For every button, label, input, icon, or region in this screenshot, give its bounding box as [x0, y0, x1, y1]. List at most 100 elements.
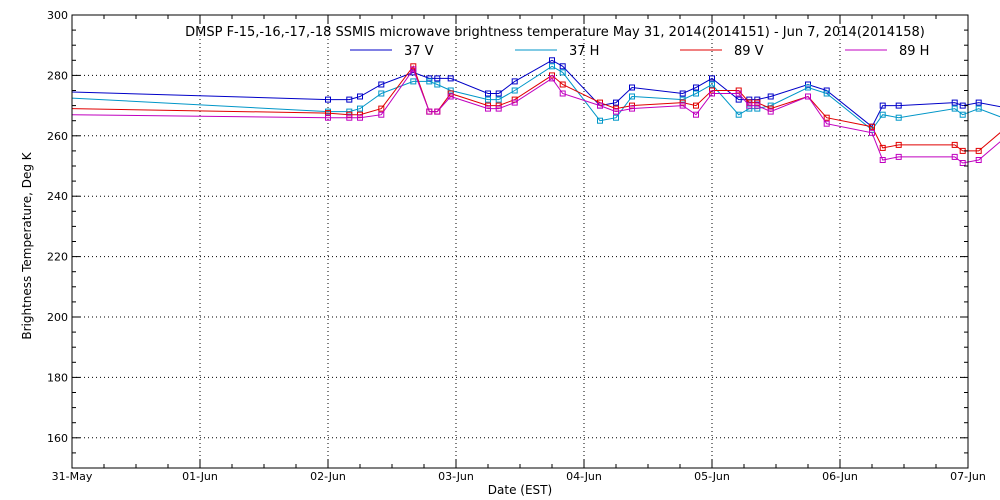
series-37-h [71, 63, 1000, 133]
data-point [709, 90, 715, 97]
y-tick-label: 220 [47, 251, 68, 264]
data-point [895, 114, 902, 121]
data-point [559, 63, 566, 70]
x-tick-label: 07-Jun [950, 470, 986, 483]
data-point [951, 99, 958, 106]
x-tick-label: 01-Jun [182, 470, 218, 483]
data-point [511, 78, 518, 85]
data-point [485, 96, 491, 103]
x-tick-label: 03-Jun [438, 470, 474, 483]
data-point [434, 75, 441, 82]
data-point [823, 90, 830, 97]
data-point [426, 108, 433, 115]
legend: 37 V 37 H 89 V 89 H [350, 44, 929, 59]
data-point [410, 66, 417, 73]
plot-frame [71, 14, 969, 469]
data-point [895, 102, 902, 109]
data-point [767, 108, 774, 115]
data-point [346, 108, 353, 115]
data-point [559, 81, 566, 88]
series-layer [71, 57, 1000, 166]
series-89-h [71, 66, 1000, 166]
y-tick-label: 200 [47, 311, 68, 324]
grid [72, 15, 968, 468]
data-point [895, 141, 902, 148]
data-point [823, 120, 830, 127]
x-tick-label: 02-Jun [310, 470, 346, 483]
data-point [767, 93, 774, 100]
data-point [613, 114, 619, 121]
x-tick-label: 31-May [52, 470, 93, 483]
data-point [434, 81, 441, 88]
data-point [559, 90, 566, 97]
data-point [735, 96, 742, 103]
data-point [975, 99, 982, 106]
x-axis: 31-May 01-Jun 02-Jun 03-Jun 04-Jun 05-Jun 06-J… [52, 15, 986, 483]
data-point [895, 153, 902, 160]
data-point [597, 102, 603, 109]
data-point [495, 96, 502, 103]
series-line [71, 68, 1000, 164]
data-point [629, 93, 635, 100]
data-point [951, 105, 958, 112]
data-point [879, 157, 886, 163]
data-point [485, 90, 491, 97]
series-line [71, 59, 1000, 128]
data-point [447, 93, 454, 100]
x-axis-label: Date (EST) [488, 483, 552, 497]
y-tick-label: 300 [47, 9, 68, 22]
data-point [709, 81, 715, 88]
x-tick-label: 06-Jun [822, 470, 858, 483]
data-point [613, 108, 619, 115]
data-point [709, 75, 715, 82]
data-point [559, 69, 566, 76]
legend-label: 89 H [899, 44, 929, 59]
data-point [805, 93, 811, 100]
data-point [693, 84, 699, 91]
data-point [378, 81, 385, 88]
data-point [693, 111, 699, 118]
chart-title: DMSP F-15,-16,-17,-18 SSMIS microwave br… [185, 25, 925, 40]
data-point [975, 147, 982, 154]
y-tick-label: 260 [47, 130, 68, 143]
y-tick-label: 240 [47, 190, 68, 203]
data-point [378, 111, 385, 118]
data-point [693, 102, 699, 109]
legend-label: 89 V [734, 44, 764, 59]
data-point [823, 114, 830, 121]
legend-label: 37 V [404, 44, 434, 59]
data-point [693, 90, 699, 97]
data-point [378, 90, 385, 97]
data-point [975, 157, 982, 163]
x-tick-label: 05-Jun [694, 470, 730, 483]
data-point [754, 102, 761, 109]
data-point [378, 105, 385, 112]
data-point [410, 78, 417, 85]
data-point [357, 93, 363, 100]
y-axis: 160 180 200 220 240 260 280 300 [47, 9, 968, 454]
data-point [325, 96, 331, 103]
series-line [71, 65, 1000, 152]
data-point [485, 105, 491, 112]
data-point [346, 96, 353, 103]
data-point [357, 105, 363, 112]
series-37-v [71, 57, 1000, 130]
data-point [447, 75, 454, 82]
data-point [597, 117, 603, 124]
data-point [869, 129, 875, 136]
data-point [959, 111, 966, 118]
data-point [495, 105, 502, 112]
data-point [735, 111, 742, 118]
data-point [357, 114, 363, 121]
data-point [629, 105, 635, 112]
data-point [511, 87, 518, 94]
data-point [746, 102, 753, 109]
y-tick-label: 280 [47, 69, 68, 82]
y-axis-label: Brightness Temperature, Deg K [20, 151, 34, 339]
data-point [434, 108, 441, 115]
data-point [613, 99, 619, 106]
data-point [679, 102, 686, 109]
x-tick-label: 04-Jun [566, 470, 602, 483]
data-point [805, 84, 811, 91]
data-point [549, 63, 555, 70]
